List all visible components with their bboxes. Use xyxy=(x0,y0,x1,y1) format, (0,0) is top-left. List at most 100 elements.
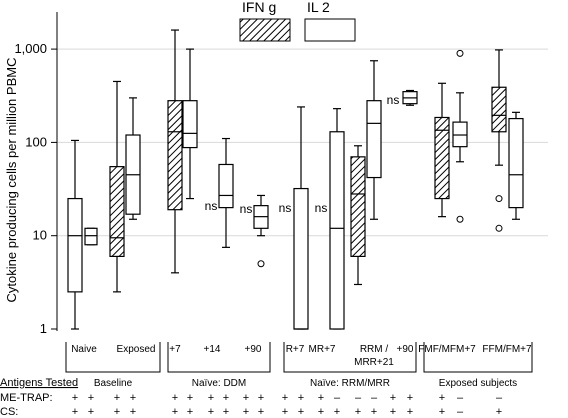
antigen-sign: + xyxy=(258,406,264,418)
antigen-sign: + xyxy=(407,392,413,404)
antigen-sign: + xyxy=(114,406,120,418)
box-6 xyxy=(182,48,198,200)
y-tick-label: 100 xyxy=(25,134,47,149)
outlier-point xyxy=(495,195,503,203)
ns-annotation: ns xyxy=(240,202,253,216)
antigen-sign: + xyxy=(407,406,413,418)
antigen-sign: – xyxy=(355,392,362,404)
x-label-exposed: Exposed xyxy=(117,344,156,355)
antigen-sign: + xyxy=(439,406,445,418)
group-label-na-ve-rrm-mrr: Naïve: RRM/MRR xyxy=(310,378,390,389)
antigen-row-label-me-trap: ME-TRAP: xyxy=(0,392,53,404)
ns-annotation: ns xyxy=(279,201,292,215)
box-iqr xyxy=(218,163,234,209)
y-tick-label: 1,000 xyxy=(14,41,47,56)
antigen-sign: + xyxy=(496,406,502,418)
antigen-sign: + xyxy=(355,406,361,418)
legend-swatch-ifn-g xyxy=(239,18,291,42)
box-2 xyxy=(84,227,98,246)
antigen-sign: – xyxy=(496,392,503,404)
outlier-point xyxy=(495,224,503,232)
antigen-sign: + xyxy=(282,406,288,418)
box-iqr xyxy=(329,131,345,330)
x-label-ffm-fm-7: FFM/FM+7 xyxy=(482,344,532,355)
box-14 xyxy=(434,82,450,218)
x-label-naive: Naive xyxy=(71,344,97,355)
box-iqr xyxy=(109,166,125,257)
antigen-sign: + xyxy=(243,392,249,404)
antigen-sign: + xyxy=(318,406,324,418)
x-label-90: +90 xyxy=(397,344,414,355)
x-label-r-7: R+7 xyxy=(286,344,305,355)
y-tick-label: 1 xyxy=(40,321,47,336)
antigens-title: Antigens Tested xyxy=(0,377,78,389)
antigen-sign: + xyxy=(390,392,396,404)
antigen-sign: – xyxy=(457,392,464,404)
box-iqr xyxy=(167,100,183,211)
y-axis: 1 10 100 1,000 xyxy=(14,12,58,336)
antigen-sign: + xyxy=(390,406,396,418)
group-label-na-ve-ddm: Naïve: DDM xyxy=(192,378,246,389)
x-label-rrm-mrr-21: RRM / xyxy=(360,344,389,355)
box-5 xyxy=(167,29,183,274)
ns-annotation: ns xyxy=(387,93,400,107)
group-bracket xyxy=(65,342,161,373)
antigen-sign: + xyxy=(258,392,264,404)
y-axis-label: Cytokine producing cells per million PBM… xyxy=(4,58,19,303)
box-7: ns xyxy=(205,137,234,248)
box-15 xyxy=(452,49,468,223)
box-iqr xyxy=(508,117,524,209)
box-13: ns xyxy=(387,89,418,107)
box-iqr xyxy=(67,197,83,293)
x-label-fmf-mfm-7: FMF/MFM+7 xyxy=(418,344,476,355)
antigen-sign: + xyxy=(88,406,94,418)
antigen-sign: + xyxy=(208,392,214,404)
antigen-sign: + xyxy=(72,392,78,404)
x-label-90: +90 xyxy=(245,344,262,355)
antigen-sign: + xyxy=(172,392,178,404)
box-3 xyxy=(109,80,125,293)
antigen-sign: + xyxy=(88,392,94,404)
antigen-sign: – xyxy=(334,392,341,404)
antigen-sign: + xyxy=(318,392,324,404)
antigen-sign: + xyxy=(298,392,304,404)
antigen-sign: – xyxy=(371,392,378,404)
antigen-sign: + xyxy=(223,406,229,418)
legend-label-il-2: IL 2 xyxy=(307,0,330,15)
antigen-sign: + xyxy=(72,406,78,418)
box-4 xyxy=(125,97,141,220)
antigen-sign: + xyxy=(187,392,193,404)
box-plots: ns ns ns ns ns xyxy=(67,29,524,330)
antigen-sign: + xyxy=(334,406,340,418)
outlier-point xyxy=(456,49,464,57)
antigen-signs: + + + + + + + + + + + + + – – – + + + – –+ + + + + + + + + + + + + + + + + + +… xyxy=(72,392,503,418)
antigen-sign: + xyxy=(243,406,249,418)
group-bracket xyxy=(283,342,417,373)
outlier-point xyxy=(456,215,464,223)
box-12 xyxy=(366,60,382,220)
antigen-sign: + xyxy=(282,392,288,404)
x-label-14: +14 xyxy=(204,344,221,355)
box-iqr xyxy=(491,86,507,133)
antigen-sign: + xyxy=(130,406,136,418)
box-11 xyxy=(350,145,366,286)
box-iqr xyxy=(366,100,382,179)
group-label-baseline: Baseline xyxy=(94,378,133,389)
antigen-sign: + xyxy=(130,392,136,404)
box-9: ns xyxy=(279,106,309,330)
box-8: ns xyxy=(240,194,269,268)
box-17 xyxy=(508,111,524,220)
y-tick-label: 10 xyxy=(33,228,47,243)
antigen-sign: + xyxy=(223,392,229,404)
legend: IFN g IL 2 xyxy=(239,0,356,42)
x-label-mr-7: MR+7 xyxy=(309,344,336,355)
legend-swatch-il-2 xyxy=(304,18,356,42)
antigen-sign: + xyxy=(208,406,214,418)
x-label-rrm-mrr-21: MRR+21 xyxy=(354,357,394,368)
antigen-sign: + xyxy=(187,406,193,418)
group-label-exposed-subjects: Exposed subjects xyxy=(439,378,517,389)
antigen-row-label-cs: CS: xyxy=(0,406,18,418)
outlier-point xyxy=(257,260,265,268)
box-iqr xyxy=(434,116,450,200)
